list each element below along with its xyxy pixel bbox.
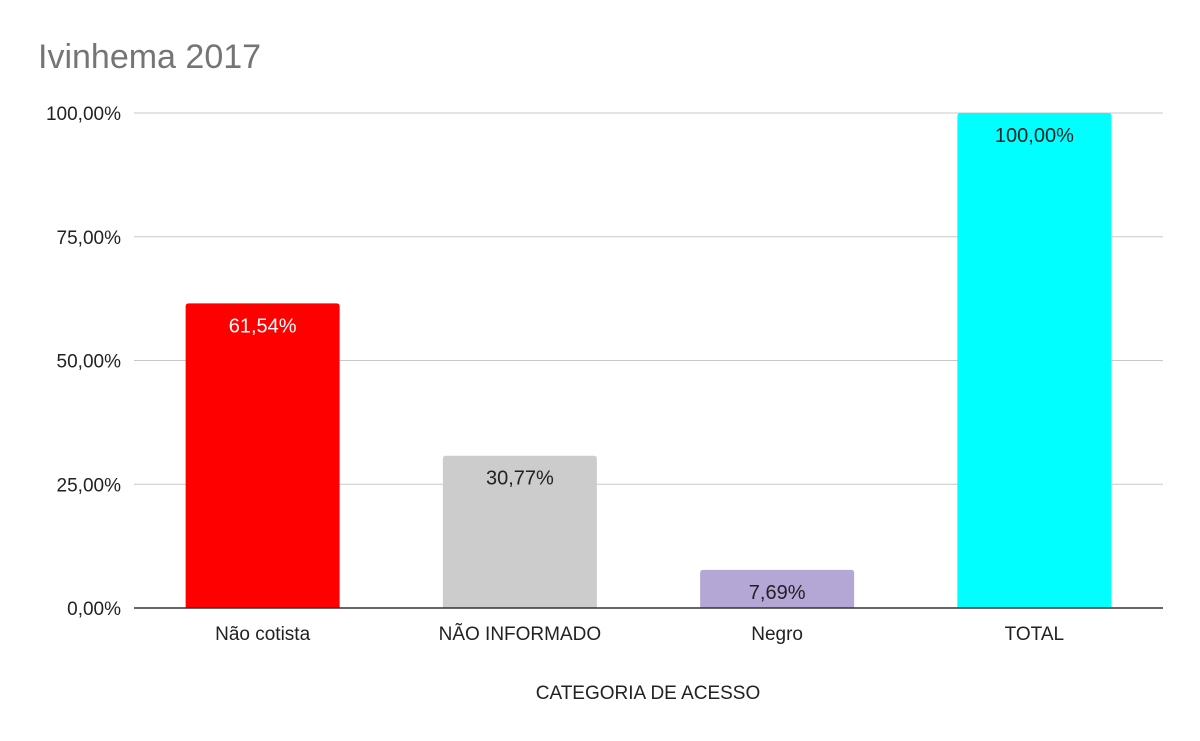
bar [442, 455, 597, 608]
bar [957, 113, 1112, 608]
bar [185, 303, 340, 608]
y-tick-label: 0,00% [67, 599, 121, 620]
x-category-label: TOTAL [1005, 624, 1064, 645]
x-category-label: Negro [751, 624, 803, 645]
x-category-label: Não cotista [215, 624, 310, 645]
data-label: 30,77% [486, 468, 554, 490]
data-label: 61,54% [229, 315, 297, 337]
data-label: 7,69% [749, 582, 806, 604]
y-tick-label: 50,00% [57, 352, 122, 373]
x-axis-title: CATEGORIA DE ACESSO [536, 683, 761, 704]
bars [185, 113, 1112, 608]
data-labels: 61,54% 30,77% 7,69% 100,00% [229, 125, 1074, 604]
chart-title: Ivinhema 2017 [38, 38, 261, 76]
y-tick-label: 75,00% [57, 228, 122, 249]
x-axis-category-labels: Não cotista NÃO INFORMADO Negro TOTAL [215, 623, 1064, 645]
x-category-label: NÃO INFORMADO [439, 623, 602, 645]
y-axis-tick-labels: 0,00% 25,00% 50,00% 75,00% 100,00% [46, 104, 121, 620]
y-tick-label: 25,00% [57, 475, 122, 496]
y-tick-label: 100,00% [46, 104, 121, 125]
data-label: 100,00% [995, 125, 1074, 147]
bar [700, 569, 855, 608]
